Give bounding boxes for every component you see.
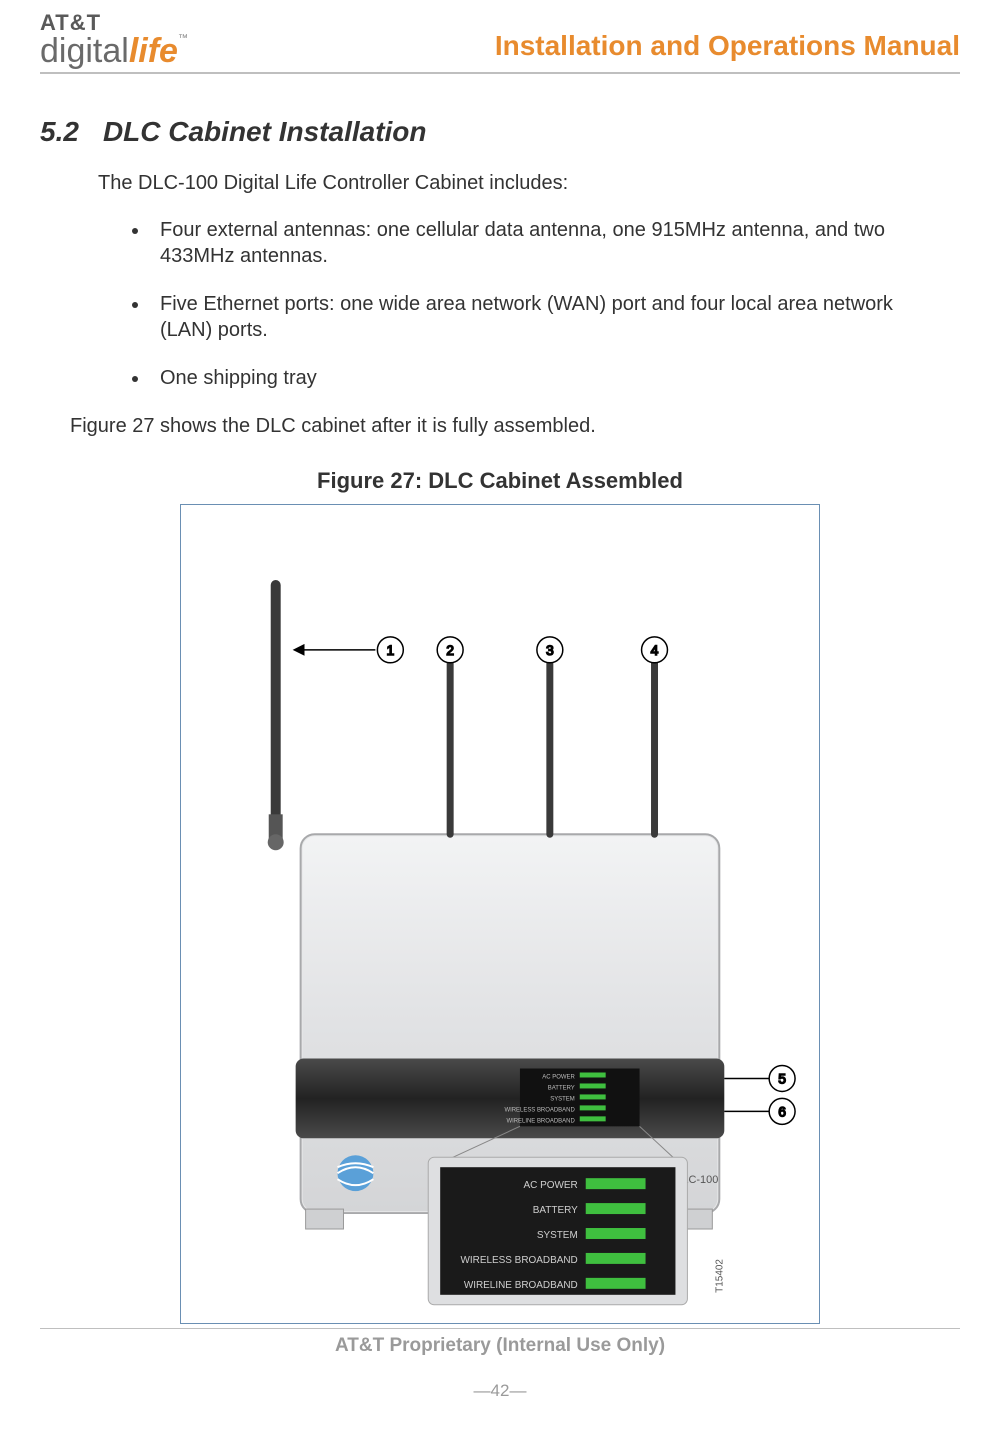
svg-text:5: 5	[778, 1070, 786, 1086]
document-title: Installation and Operations Manual	[495, 30, 960, 68]
brand-logo: AT&T digitallife™	[40, 12, 188, 68]
svg-text:3: 3	[546, 642, 554, 658]
led-bar	[586, 1278, 646, 1289]
led-bar	[586, 1253, 646, 1264]
svg-text:BATTERY: BATTERY	[548, 1085, 575, 1091]
section-heading: 5.2 DLC Cabinet Installation	[40, 116, 960, 148]
led-label: WIRELINE BROADBAND	[464, 1280, 578, 1291]
led-label: SYSTEM	[537, 1230, 578, 1241]
list-item: One shipping tray	[150, 365, 960, 391]
svg-text:2: 2	[446, 642, 454, 658]
led-bar	[586, 1203, 646, 1214]
figure-side-code: T15402	[714, 1259, 725, 1293]
dlc-cabinet-diagram: AC POWER BATTERY SYSTEM WIRELESS BROADBA…	[181, 505, 819, 1323]
svg-text:4: 4	[651, 642, 659, 658]
proprietary-notice: AT&T Proprietary (Internal Use Only)	[40, 1335, 960, 1357]
led-label: AC POWER	[524, 1180, 578, 1191]
section-intro: The DLC-100 Digital Life Controller Cabi…	[98, 170, 960, 197]
led-label: WIRELESS BROADBAND	[460, 1255, 577, 1266]
led-bar	[586, 1228, 646, 1239]
list-item: Five Ethernet ports: one wide area netwo…	[150, 291, 960, 343]
figure-caption: Figure 27: DLC Cabinet Assembled	[40, 468, 960, 494]
list-item: Four external antennas: one cellular dat…	[150, 217, 960, 269]
led-bar	[586, 1178, 646, 1189]
svg-text:1: 1	[386, 642, 394, 658]
svg-text:SYSTEM: SYSTEM	[550, 1096, 575, 1102]
page-header: AT&T digitallife™ Installation and Opera…	[40, 12, 960, 74]
section-title: DLC Cabinet Installation	[103, 116, 427, 147]
svg-text:WIRELESS BROADBAND: WIRELESS BROADBAND	[504, 1107, 575, 1113]
section-number: 5.2	[40, 116, 79, 147]
page-number: ―42―	[40, 1381, 960, 1401]
bullet-list: Four external antennas: one cellular dat…	[150, 217, 960, 391]
svg-text:AC POWER: AC POWER	[542, 1074, 575, 1080]
logo-text-att: AT&T	[40, 12, 188, 34]
led-label: BATTERY	[533, 1205, 578, 1216]
after-list-text: Figure 27 shows the DLC cabinet after it…	[70, 413, 960, 440]
figure-27: AC POWER BATTERY SYSTEM WIRELESS BROADBA…	[180, 504, 820, 1324]
svg-text:WIRELINE BROADBAND: WIRELINE BROADBAND	[506, 1118, 575, 1124]
svg-text:6: 6	[778, 1103, 786, 1119]
logo-text-digitallife: digitallife™	[40, 34, 188, 68]
page-footer: AT&T Proprietary (Internal Use Only) ―42…	[40, 1328, 960, 1401]
